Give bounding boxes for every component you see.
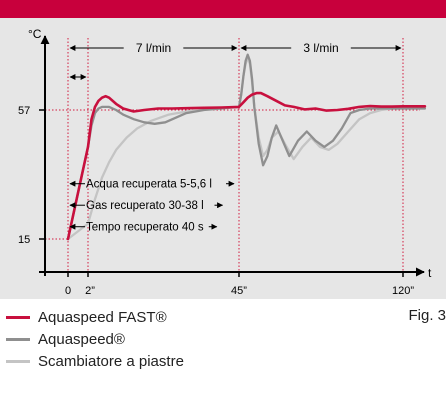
annotation-label: Gas recuperato 30-38 l — [86, 200, 204, 212]
y-tick-label: 57 — [18, 105, 30, 117]
legend-label: Aquaspeed FAST® — [38, 308, 167, 326]
header-strip — [0, 0, 446, 18]
annotation-label: Acqua recuperata 5-5,6 l — [86, 179, 212, 191]
chart-panel — [0, 18, 446, 299]
x-tick-label: 0 — [65, 285, 71, 297]
flow-rate-label: 7 l/min — [136, 41, 171, 55]
figure-label: Fig. 3 — [408, 307, 446, 324]
y-tick-label: 15 — [18, 234, 30, 246]
legend-swatch — [6, 315, 30, 319]
legend: Aquaspeed FAST® Aquaspeed® Scambiatore a… — [6, 306, 306, 372]
annotation-label: Tempo recuperato 40 s — [86, 222, 204, 234]
legend-item: Scambiatore a piastre — [6, 350, 306, 372]
x-tick-label: 45” — [231, 285, 247, 297]
legend-item: Aquaspeed® — [6, 328, 306, 350]
legend-label: Scambiatore a piastre — [38, 352, 184, 370]
flow-rate-label: 3 l/min — [303, 41, 338, 55]
x-tick-label: 2” — [85, 285, 95, 297]
legend-label: Aquaspeed® — [38, 330, 125, 348]
y-axis-label: °C — [28, 27, 42, 41]
series-line — [66, 53, 427, 241]
temperature-chart: 7 l/min 3 l/min Acqua recuperata 5-5,6 l G… — [18, 27, 432, 297]
legend-swatch — [6, 359, 30, 363]
x-tick-label: 120” — [392, 285, 414, 297]
series-line — [66, 91, 427, 241]
x-axis-label: t — [428, 266, 432, 280]
legend-item: Aquaspeed FAST® — [6, 306, 306, 328]
legend-swatch — [6, 337, 30, 341]
